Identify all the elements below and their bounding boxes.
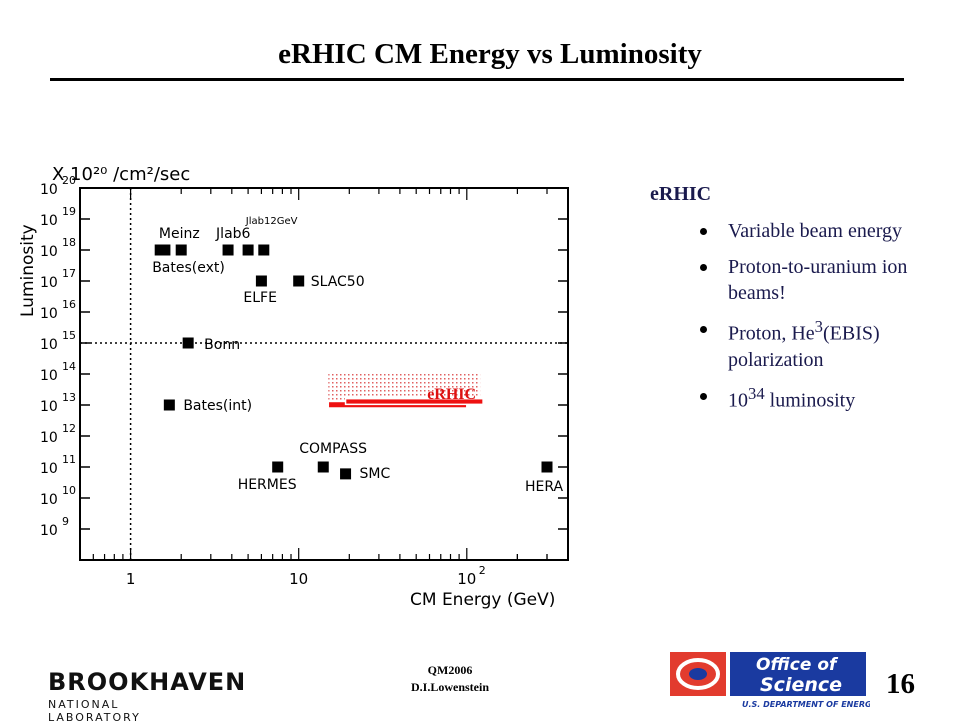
- data-point-label: Jlab6: [215, 226, 250, 242]
- doe-logo-line1: Office of: [756, 655, 839, 675]
- data-point-label: HERA: [525, 479, 564, 495]
- y-tick-exponent: 10: [62, 484, 76, 497]
- page-number: 16: [886, 668, 915, 700]
- y-tick-label: 10: [40, 368, 58, 384]
- data-point-label: Bates(ext): [152, 260, 225, 276]
- doe-logo-blue-bar: [730, 652, 866, 696]
- y-tick-exponent: 16: [62, 298, 76, 311]
- y-tick-label: 10: [40, 461, 58, 477]
- bullet-item-luminosity: 1034 luminosity: [700, 383, 940, 414]
- bullet-panel: eRHIC Variable beam energy Proton-to-ura…: [650, 183, 940, 423]
- y-tick-exponent: 13: [62, 391, 76, 404]
- data-point-label: Jlab12GeV: [245, 216, 298, 227]
- y-tick-exponent: 12: [62, 422, 76, 435]
- data-point-label: Bonn: [204, 337, 240, 353]
- footer-credit: QM2006 D.I.Lowenstein: [380, 662, 520, 696]
- bullet-text: luminosity: [764, 389, 856, 412]
- bullet-text: Proton, He: [728, 322, 815, 345]
- x-axis-label: CM Energy (GeV): [410, 590, 555, 610]
- y-tick-exponent: 17: [62, 267, 76, 280]
- y-tick-label: 10: [40, 492, 58, 508]
- y-tick-exponent: 19: [62, 205, 76, 218]
- data-point-label: Meinz: [159, 226, 200, 242]
- erhic-band: [344, 397, 484, 406]
- y-tick-label: 10: [40, 244, 58, 260]
- y-tick-exponent: 14: [62, 360, 76, 373]
- y-tick-label: 10: [40, 275, 58, 291]
- bullet-text: (EBIS) polarization: [728, 322, 880, 371]
- x-tick-label: 10: [289, 570, 308, 588]
- data-point-label: COMPASS: [299, 441, 367, 457]
- y-tick-exponent: 15: [62, 329, 76, 342]
- data-point: [317, 461, 329, 473]
- data-point: [163, 399, 175, 411]
- data-point: [154, 244, 166, 256]
- erhic-label: eRHIC: [427, 386, 476, 403]
- y-axis-label: Luminosity: [18, 224, 38, 317]
- brookhaven-logo: BROOKHAVEN NATIONAL LABORATORY: [48, 668, 247, 724]
- y-tick-exponent: 20: [62, 174, 76, 187]
- x-tick-label: 1: [126, 570, 136, 588]
- y-tick-label: 10: [40, 306, 58, 322]
- doe-logo-swirl-inner: [689, 668, 707, 680]
- data-point: [272, 461, 284, 473]
- bullet-text: 10: [728, 389, 748, 412]
- footer-author: D.I.Lowenstein: [410, 679, 489, 694]
- data-point: [293, 275, 305, 287]
- bullet-item-polarization: Proton, He3(EBIS) polarization: [700, 316, 940, 373]
- y-tick-label: 10: [40, 399, 58, 415]
- bnl-logo-text: BROOKHAVEN: [48, 668, 247, 696]
- footer-conference: QM2006: [427, 663, 473, 677]
- y-tick-label: 10: [40, 213, 58, 229]
- bullet-superscript: 34: [748, 383, 765, 403]
- y-tick-exponent: 18: [62, 236, 76, 249]
- bullet-list: Variable beam energy Proton-to-uranium i…: [650, 218, 940, 413]
- y-tick-label: 10: [40, 523, 58, 539]
- doe-logo-swirl: [676, 658, 720, 690]
- title-underline: [50, 78, 904, 81]
- luminosity-chart: X 10²⁰ /cm²/sec Luminosity CM Energy (Ge…: [18, 164, 569, 610]
- bullet-superscript: 3: [814, 317, 823, 336]
- bullet-item-ion-beams: Proton-to-uranium ion beams!: [700, 254, 940, 306]
- data-point-label: ELFE: [243, 290, 277, 306]
- data-point: [340, 468, 352, 480]
- y-tick-label: 10: [40, 182, 58, 198]
- data-point-label: SMC: [360, 466, 391, 482]
- data-point: [222, 244, 234, 256]
- y-tick-label: 10: [40, 337, 58, 353]
- office-of-science-logo: Office of Science U.S. DEPARTMENT OF ENE…: [670, 652, 870, 709]
- data-point: [182, 337, 194, 349]
- bullet-item-beam-energy: Variable beam energy: [700, 218, 940, 244]
- x-tick-exponent: 2: [479, 564, 486, 577]
- chart-unit-label: X 10²⁰ /cm²/sec: [52, 164, 190, 185]
- data-point: [258, 244, 270, 256]
- plot-frame: [79, 187, 569, 561]
- data-point: [242, 244, 254, 256]
- doe-logo-line2: Science: [760, 674, 842, 696]
- bnl-logo-subtext: NATIONAL LABORATORY: [48, 698, 141, 724]
- chart-plot-layer: 1091010101110121013101410151016101710181…: [40, 174, 569, 588]
- y-tick-exponent: 9: [62, 515, 69, 528]
- bullet-heading: eRHIC: [650, 183, 712, 205]
- slide-title: eRHIC CM Energy vs Luminosity: [278, 38, 702, 70]
- data-point: [175, 244, 187, 256]
- data-point: [541, 461, 553, 473]
- data-point-label: Bates(int): [183, 398, 252, 414]
- y-tick-label: 10: [40, 430, 58, 446]
- x-tick-label: 10: [457, 570, 476, 588]
- data-point-label: HERMES: [238, 477, 297, 493]
- y-tick-exponent: 11: [62, 453, 76, 466]
- data-point-label: SLAC50: [311, 274, 365, 290]
- doe-logo-line3: U.S. DEPARTMENT OF ENERGY: [742, 700, 870, 709]
- data-point: [255, 275, 267, 287]
